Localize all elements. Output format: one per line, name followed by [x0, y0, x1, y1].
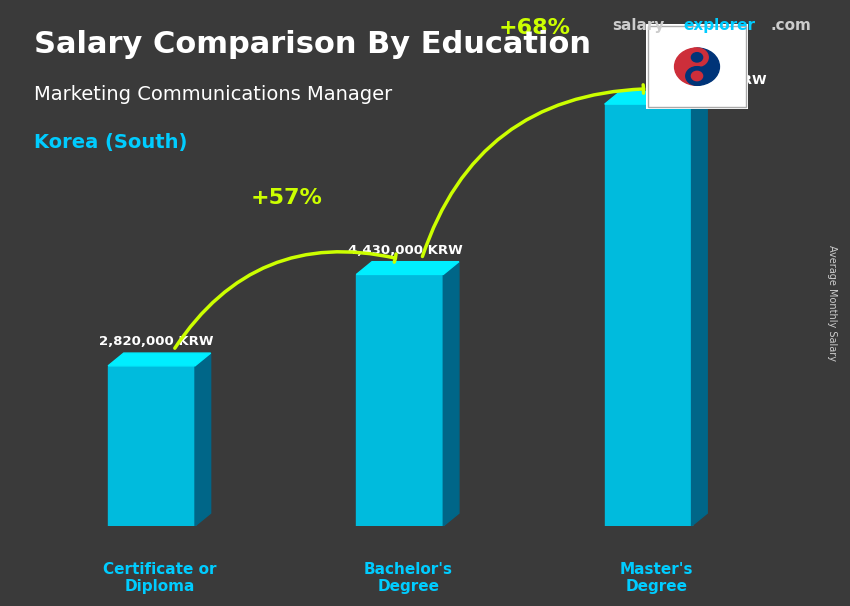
Text: +57%: +57%	[251, 188, 322, 208]
Text: Korea (South): Korea (South)	[34, 133, 187, 152]
Bar	[108, 366, 195, 526]
Text: +68%: +68%	[499, 18, 571, 38]
Circle shape	[691, 53, 703, 62]
Text: 7,430,000 KRW: 7,430,000 KRW	[653, 74, 767, 87]
Text: 2,820,000 KRW: 2,820,000 KRW	[99, 335, 214, 348]
Text: Marketing Communications Manager: Marketing Communications Manager	[34, 85, 392, 104]
Text: Master's
Degree: Master's Degree	[620, 562, 694, 594]
Circle shape	[691, 72, 703, 81]
Text: Average Monthly Salary: Average Monthly Salary	[827, 245, 837, 361]
Text: Bachelor's
Degree: Bachelor's Degree	[364, 562, 453, 594]
Polygon shape	[604, 92, 707, 104]
Text: Salary Comparison By Education: Salary Comparison By Education	[34, 30, 591, 59]
Text: salary: salary	[612, 18, 665, 33]
Polygon shape	[692, 92, 707, 526]
Text: .com: .com	[770, 18, 811, 33]
Wedge shape	[697, 48, 719, 85]
Text: 4,430,000 KRW: 4,430,000 KRW	[348, 244, 462, 257]
Circle shape	[686, 67, 708, 85]
Polygon shape	[108, 353, 211, 366]
Bar	[356, 275, 444, 526]
Bar	[604, 104, 692, 526]
Polygon shape	[356, 262, 459, 275]
Text: explorer: explorer	[683, 18, 756, 33]
Polygon shape	[444, 262, 459, 526]
Wedge shape	[675, 48, 697, 85]
Text: Certificate or
Diploma: Certificate or Diploma	[104, 562, 217, 594]
Circle shape	[686, 48, 708, 67]
Polygon shape	[195, 353, 211, 526]
